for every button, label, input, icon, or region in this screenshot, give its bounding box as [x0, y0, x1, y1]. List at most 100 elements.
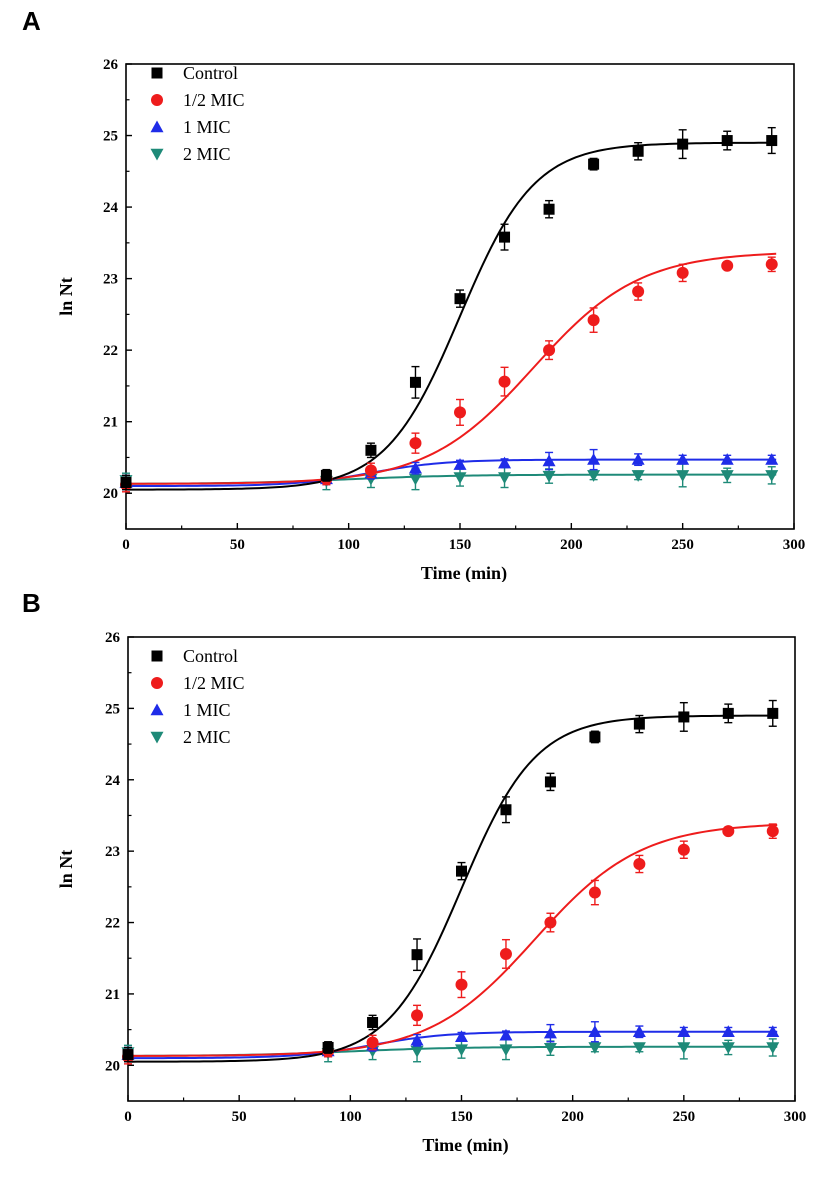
- data-point-1-2-mic: [454, 406, 466, 419]
- data-point-1-2-mic: [366, 1036, 379, 1049]
- fit-curve-1-2-mic: [126, 252, 777, 485]
- y-tick-label: 20: [105, 1058, 120, 1074]
- data-point-control: [766, 135, 778, 147]
- fit-curves: [126, 141, 777, 491]
- data-point-2-mic: [453, 472, 467, 484]
- data-point-1-2-mic: [632, 285, 645, 298]
- legend-label-2-mic: 2 MIC: [183, 144, 231, 164]
- data-point-control: [678, 711, 690, 723]
- data-point-control: [633, 718, 645, 730]
- data-point-control: [411, 949, 423, 961]
- data-point-1-mic: [587, 453, 601, 465]
- growth-chart-a: 0 50 100 150 200 250 300 20 21 22 23 24 25 26 Time (mi…: [56, 57, 806, 582]
- legend-label-1-mic: 1 MIC: [183, 700, 231, 720]
- data-point-1-mic: [766, 1025, 780, 1037]
- legend-marker-1-2-mic: [151, 677, 163, 689]
- legend-marker-2-mic: [150, 148, 164, 161]
- fit-curve-1-2-mic: [128, 823, 778, 1057]
- data-point-control: [120, 477, 132, 488]
- data-point-2-mic: [676, 470, 690, 482]
- x-tick-label: 200: [561, 1109, 584, 1125]
- data-point-1-mic: [677, 1025, 691, 1037]
- y-tick-label: 20: [103, 486, 118, 502]
- y-tick-label: 24: [105, 773, 121, 789]
- data-point-control: [454, 293, 466, 305]
- data-point-2-mic: [498, 472, 512, 484]
- data-point-control: [322, 1041, 334, 1053]
- data-point-1-mic: [499, 1028, 513, 1041]
- data-point-control: [365, 444, 377, 456]
- y-tick-label: 25: [103, 129, 118, 145]
- legend-marker-1-mic: [150, 120, 164, 133]
- data-point-control: [409, 376, 421, 388]
- fit-curves: [128, 714, 778, 1063]
- fit-curve-control: [128, 714, 778, 1063]
- data-point-1-mic: [498, 456, 512, 469]
- x-tick-label: 150: [450, 1109, 473, 1125]
- legend-label-1-2-mic: 1/2 MIC: [183, 90, 245, 110]
- data-point-2-mic: [588, 1042, 602, 1054]
- data-point-1-mic: [676, 453, 690, 465]
- data-point-1-2-mic: [588, 886, 601, 899]
- data-point-control: [122, 1049, 134, 1061]
- data-point-1-2-mic: [499, 947, 512, 960]
- x-tick-label: 300: [783, 537, 806, 553]
- fit-curve-1-mic: [128, 1030, 778, 1060]
- x-tick-label: 250: [673, 1109, 696, 1125]
- series-control: [122, 699, 779, 1063]
- data-point-control: [544, 776, 556, 788]
- x-axis-title: Time (min): [422, 1135, 508, 1156]
- data-point-1-mic: [410, 1033, 424, 1046]
- data-point-1-mic: [631, 453, 645, 465]
- y-tick-label: 23: [105, 844, 120, 860]
- y-tick-label: 22: [103, 343, 118, 359]
- data-point-1-mic: [408, 461, 422, 474]
- fit-curve-1-mic: [126, 458, 777, 488]
- y-tick-label: 23: [103, 272, 118, 288]
- data-point-control: [722, 707, 734, 719]
- data-point-1-2-mic: [543, 344, 556, 357]
- x-tick-label: 0: [122, 537, 130, 553]
- legend-marker-1-mic: [150, 703, 164, 716]
- x-axis-title: Time (min): [421, 563, 507, 582]
- data-point-control: [543, 203, 555, 215]
- panel-label-b: B: [22, 588, 41, 618]
- x-tick-label: 250: [671, 537, 694, 553]
- legend-label-2-mic: 2 MIC: [183, 727, 231, 747]
- data-point-control: [677, 138, 689, 150]
- x-tick-label: 100: [339, 1109, 362, 1125]
- y-tick-label: 22: [105, 916, 120, 932]
- legend-marker-1-2-mic: [151, 94, 163, 106]
- legend-marker-control: [151, 650, 163, 662]
- data-point-1-2-mic: [633, 858, 646, 871]
- legend-marker-2-mic: [150, 731, 164, 744]
- legend-label-control: Control: [183, 63, 238, 83]
- data-point-control: [721, 135, 733, 147]
- data-point-control: [632, 145, 644, 157]
- data-point-2-mic: [677, 1042, 691, 1054]
- data-point-1-2-mic: [498, 375, 511, 388]
- y-tick-label: 25: [105, 701, 120, 717]
- data-point-2-mic: [408, 473, 422, 486]
- legend-label-control: Control: [183, 646, 238, 666]
- x-tick-label: 150: [449, 537, 472, 553]
- y-axis-title: ln Nt: [56, 277, 76, 316]
- legend-label-1-2-mic: 1/2 MIC: [183, 673, 245, 693]
- data-point-1-2-mic: [587, 314, 600, 327]
- data-point-2-mic: [542, 470, 556, 483]
- x-tick-label: 50: [230, 537, 245, 553]
- legend-label-1-mic: 1 MIC: [183, 117, 231, 137]
- data-point-2-mic: [543, 1042, 557, 1055]
- data-point-1-2-mic: [766, 825, 779, 838]
- x-tick-label: 200: [560, 537, 583, 553]
- data-point-control: [589, 731, 601, 743]
- data-point-2-mic: [587, 470, 601, 482]
- legend: Control 1/2 MIC 1 MIC 2 MIC: [150, 646, 245, 747]
- data-point-1-2-mic: [409, 437, 422, 450]
- data-point-control: [499, 231, 511, 243]
- data-point-1-mic: [632, 1025, 646, 1037]
- legend-marker-control: [151, 67, 163, 79]
- data-point-2-mic: [410, 1045, 424, 1058]
- data-point-control: [767, 707, 779, 719]
- data-point-1-mic: [453, 458, 467, 470]
